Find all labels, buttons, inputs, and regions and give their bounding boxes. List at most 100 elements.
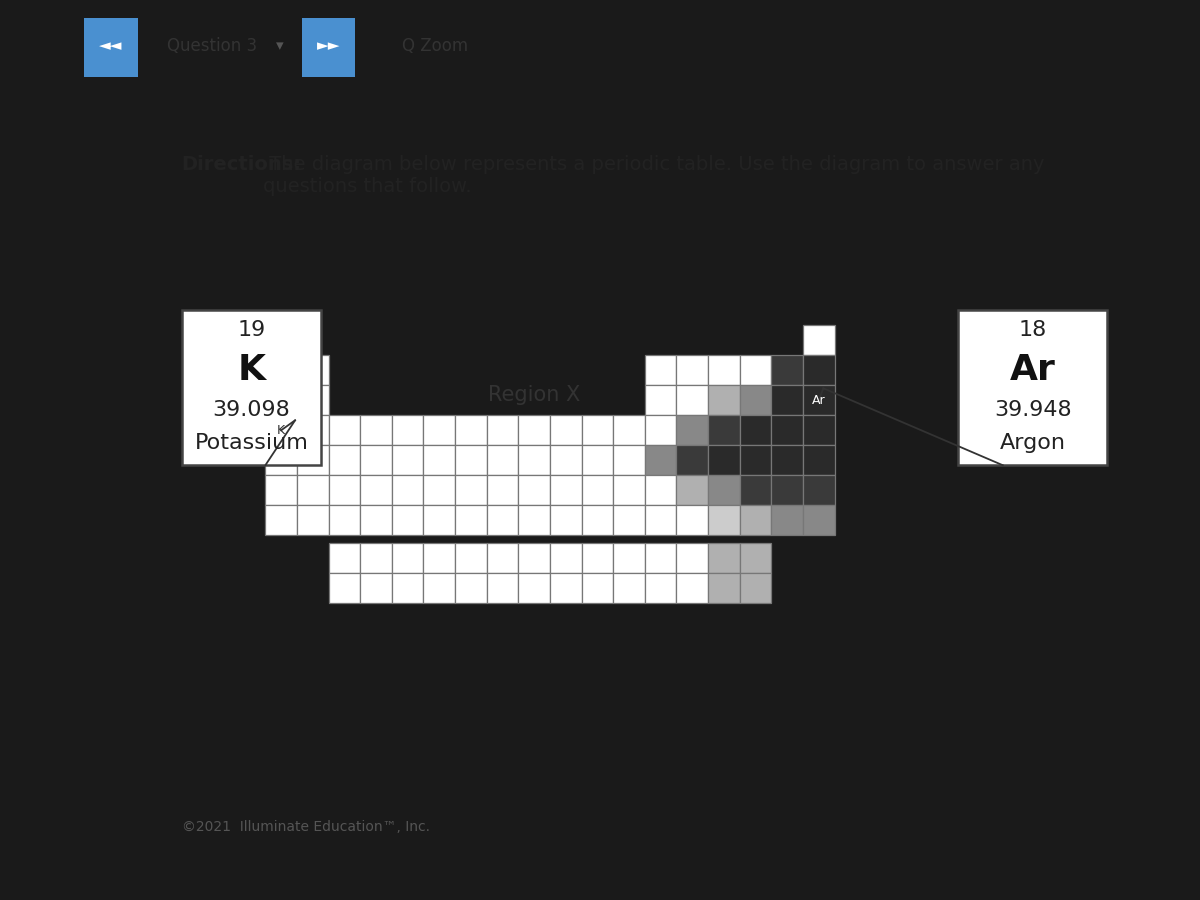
Bar	[265, 446, 296, 475]
Bar	[84, 18, 138, 76]
Bar	[644, 385, 677, 415]
Bar	[803, 356, 834, 385]
Bar	[424, 446, 455, 475]
Bar	[424, 415, 455, 446]
Bar	[265, 415, 296, 446]
Bar	[550, 544, 582, 573]
Bar	[708, 505, 739, 536]
Bar	[265, 505, 296, 536]
Bar	[392, 544, 424, 573]
Bar	[265, 385, 296, 415]
Text: Q Zoom: Q Zoom	[402, 37, 469, 55]
Bar	[677, 446, 708, 475]
Bar	[613, 544, 644, 573]
Text: 18: 18	[1019, 320, 1046, 340]
Bar	[677, 573, 708, 603]
Bar	[329, 475, 360, 505]
Bar	[708, 415, 739, 446]
Bar	[518, 573, 550, 603]
Bar	[677, 385, 708, 415]
Bar	[329, 446, 360, 475]
Bar	[360, 505, 392, 536]
Bar	[455, 505, 487, 536]
Bar	[392, 415, 424, 446]
Bar	[455, 475, 487, 505]
Bar	[708, 446, 739, 475]
Bar	[518, 446, 550, 475]
Bar	[487, 573, 518, 603]
Text: K: K	[277, 424, 286, 436]
Bar	[613, 475, 644, 505]
Bar	[265, 475, 296, 505]
Bar	[803, 325, 834, 356]
Bar	[644, 356, 677, 385]
Bar	[424, 573, 455, 603]
Text: Region X: Region X	[488, 385, 581, 405]
Bar	[296, 356, 329, 385]
Bar	[424, 544, 455, 573]
Bar	[518, 505, 550, 536]
Bar	[739, 505, 772, 536]
Bar	[959, 310, 1108, 465]
Bar	[296, 505, 329, 536]
Bar	[518, 475, 550, 505]
Bar	[301, 18, 355, 76]
Bar	[550, 505, 582, 536]
Text: 19: 19	[238, 320, 265, 340]
Bar	[296, 415, 329, 446]
Bar	[739, 573, 772, 603]
Bar	[265, 325, 296, 356]
Bar	[739, 544, 772, 573]
Bar	[329, 544, 360, 573]
Bar	[708, 544, 739, 573]
Text: Directions:: Directions:	[181, 156, 301, 175]
Bar	[424, 475, 455, 505]
Bar	[392, 505, 424, 536]
Bar	[392, 446, 424, 475]
Bar	[708, 385, 739, 415]
Text: Ar: Ar	[1009, 354, 1056, 387]
Bar	[392, 573, 424, 603]
Text: 39.948: 39.948	[994, 400, 1072, 420]
Bar	[518, 544, 550, 573]
Bar	[708, 475, 739, 505]
Bar	[265, 356, 296, 385]
Bar	[487, 544, 518, 573]
Bar	[360, 446, 392, 475]
Bar	[360, 573, 392, 603]
Text: The diagram below represents a periodic table. Use the diagram to answer any
que: The diagram below represents a periodic …	[264, 156, 1045, 196]
Bar	[803, 475, 834, 505]
Bar	[329, 505, 360, 536]
Text: ©2021  Illuminate Education™, Inc.: ©2021 Illuminate Education™, Inc.	[181, 820, 430, 834]
Bar	[613, 505, 644, 536]
Bar	[582, 505, 613, 536]
Bar	[455, 415, 487, 446]
Bar	[487, 505, 518, 536]
Bar	[392, 475, 424, 505]
Text: ▾: ▾	[276, 39, 283, 54]
Bar	[181, 310, 322, 465]
Bar	[644, 544, 677, 573]
Bar	[487, 475, 518, 505]
Bar	[360, 415, 392, 446]
Bar	[296, 475, 329, 505]
Text: 39.098: 39.098	[212, 400, 290, 420]
Text: Argon: Argon	[1000, 433, 1066, 454]
Bar	[296, 385, 329, 415]
Bar	[739, 356, 772, 385]
Bar	[677, 356, 708, 385]
Bar	[613, 573, 644, 603]
Text: Question 3: Question 3	[167, 37, 258, 55]
Bar	[772, 446, 803, 475]
Bar	[772, 385, 803, 415]
Bar	[487, 446, 518, 475]
Bar	[455, 544, 487, 573]
Bar	[360, 544, 392, 573]
Bar	[518, 415, 550, 446]
Bar	[550, 475, 582, 505]
Bar	[803, 505, 834, 536]
Bar	[582, 475, 613, 505]
Bar	[677, 475, 708, 505]
Bar	[772, 356, 803, 385]
Bar	[739, 385, 772, 415]
